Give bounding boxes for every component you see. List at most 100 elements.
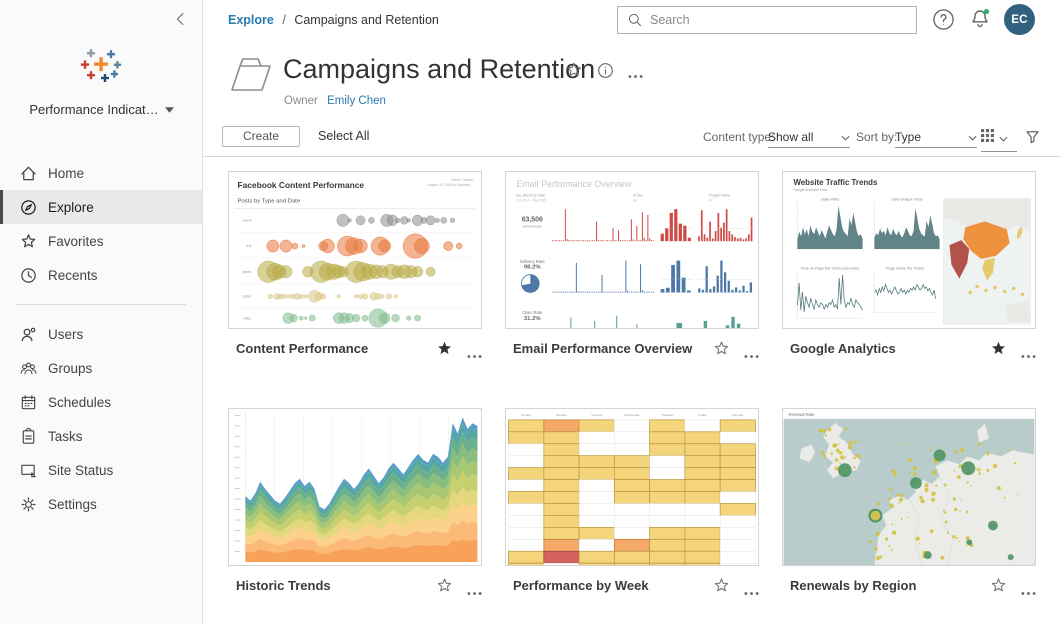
history-icon bbox=[19, 266, 38, 285]
svg-text:status: status bbox=[242, 295, 251, 299]
sort-by-select[interactable]: Type bbox=[895, 130, 977, 148]
create-button[interactable]: Create bbox=[222, 126, 300, 147]
site-switcher[interactable]: Performance Indicat… bbox=[0, 101, 203, 117]
more-actions-icon[interactable] bbox=[1021, 346, 1036, 358]
svg-text:Open Rate: Open Rate bbox=[522, 310, 543, 315]
sidebar-item-users[interactable]: Users bbox=[0, 317, 202, 351]
grid-view-icon bbox=[981, 129, 994, 147]
svg-text:link: link bbox=[246, 244, 251, 248]
more-actions-icon[interactable] bbox=[744, 583, 759, 595]
sidebar-item-settings[interactable]: Settings bbox=[0, 487, 202, 521]
sidebar-item-label: Settings bbox=[48, 496, 97, 512]
content-card-performance-by-week: Sunday Monday Tuesday Wednesday Thursday Frid… bbox=[505, 408, 759, 595]
sidebar-item-schedules[interactable]: Schedules bbox=[0, 385, 202, 419]
site-name: Performance Indicat… bbox=[29, 102, 159, 117]
sidebar-item-site-status[interactable]: Site Status bbox=[0, 453, 202, 487]
card-thumbnail[interactable]: Email Performance Overview Key (Month by … bbox=[505, 171, 759, 329]
more-actions-icon[interactable] bbox=[1021, 583, 1036, 595]
breadcrumb-explore-link[interactable]: Explore bbox=[228, 13, 274, 27]
sort-by-value: Type bbox=[895, 130, 922, 144]
more-actions-icon[interactable] bbox=[467, 346, 482, 358]
gear-icon bbox=[19, 495, 38, 514]
breadcrumb: Explore / Campaigns and Retention bbox=[228, 13, 439, 27]
svg-text:sent emails: sent emails bbox=[523, 224, 542, 228]
svg-text:Key (Month by Date): Key (Month by Date) bbox=[516, 194, 545, 198]
sidebar-item-recents[interactable]: Recents bbox=[0, 258, 202, 292]
clipboard-icon bbox=[19, 427, 38, 446]
main-content: Explore / Campaigns and Retention EC Cam… bbox=[203, 0, 1061, 625]
view-mode-grid-button[interactable] bbox=[981, 129, 1017, 152]
info-icon[interactable] bbox=[597, 62, 614, 79]
sidebar-item-label: Explore bbox=[48, 199, 94, 215]
sidebar-item-tasks[interactable]: Tasks bbox=[0, 419, 202, 453]
favorite-star-icon[interactable] bbox=[565, 61, 583, 79]
sidebar-item-explore[interactable]: Explore bbox=[0, 190, 202, 224]
svg-text:Email Performance Overview: Email Performance Overview bbox=[516, 179, 632, 189]
svg-text:Website Traffic Trends: Website Traffic Trends bbox=[793, 178, 877, 187]
sidebar-item-home[interactable]: Home bbox=[0, 156, 202, 190]
search-input[interactable] bbox=[650, 13, 916, 27]
owner-link[interactable]: Emily Chen bbox=[327, 95, 386, 107]
card-thumbnail[interactable]: Sunday Monday Tuesday Wednesday Thursday Frid… bbox=[505, 408, 759, 566]
sort-by-label: Sort by: bbox=[856, 130, 898, 144]
filter-funnel-icon[interactable] bbox=[1025, 129, 1041, 145]
star-filled-icon[interactable] bbox=[990, 340, 1007, 357]
card-thumbnail[interactable] bbox=[228, 408, 482, 566]
sidebar-divider bbox=[16, 304, 186, 305]
monitor-icon bbox=[19, 461, 38, 480]
card-title[interactable]: Content Performance bbox=[236, 341, 369, 356]
card-footer: Historic Trends bbox=[228, 577, 482, 595]
svg-text:Daily Visits: Daily Visits bbox=[821, 198, 839, 202]
star-icon bbox=[19, 232, 38, 251]
avatar[interactable]: EC bbox=[1004, 4, 1035, 35]
svg-text:video: video bbox=[243, 316, 251, 320]
more-actions-icon[interactable] bbox=[628, 66, 644, 78]
svg-text:Thursday: Thursday bbox=[661, 413, 674, 417]
group-icon bbox=[19, 359, 38, 378]
svg-text:Monday: Monday bbox=[556, 413, 567, 417]
svg-text:Facebook Content Performance: Facebook Content Performance bbox=[238, 180, 365, 190]
notifications-bell-icon[interactable] bbox=[968, 7, 992, 31]
sidebar-item-favorites[interactable]: Favorites bbox=[0, 224, 202, 258]
breadcrumb-separator: / bbox=[282, 13, 286, 27]
star-filled-icon[interactable] bbox=[436, 340, 453, 357]
content-type-select[interactable]: Show all bbox=[768, 130, 850, 148]
star-outline-icon[interactable] bbox=[713, 577, 730, 594]
sidebar: Performance Indicat… Home Explore Favori… bbox=[0, 0, 203, 625]
card-thumbnail[interactable]: Renewal Rate bbox=[782, 408, 1036, 566]
collapse-sidebar-icon[interactable] bbox=[172, 10, 190, 28]
svg-text:Renewal Rate: Renewal Rate bbox=[789, 412, 816, 417]
sidebar-item-groups[interactable]: Groups bbox=[0, 351, 202, 385]
sidebar-nav: Home Explore Favorites Recents Users Gro… bbox=[0, 156, 202, 521]
svg-text:Time on Page Per Visitor (seco: Time on Page Per Visitor (seconds) bbox=[801, 267, 861, 271]
svg-text:Week Created: Week Created bbox=[452, 178, 474, 182]
star-outline-icon[interactable] bbox=[990, 577, 1007, 594]
star-outline-icon[interactable] bbox=[436, 577, 453, 594]
sidebar-item-label: Favorites bbox=[48, 233, 104, 249]
svg-text:Google Analytics Data: Google Analytics Data bbox=[793, 188, 827, 192]
content-type-value: Show all bbox=[768, 130, 814, 144]
star-outline-icon[interactable] bbox=[713, 340, 730, 357]
card-footer: Google Analytics bbox=[782, 340, 1036, 358]
card-title[interactable]: Email Performance Overview bbox=[513, 341, 693, 356]
help-icon[interactable] bbox=[932, 8, 955, 31]
card-title[interactable]: Performance by Week bbox=[513, 578, 649, 593]
card-title[interactable]: Renewals by Region bbox=[790, 578, 917, 593]
card-thumbnail[interactable]: Website Traffic Trends Google Analytics D… bbox=[782, 171, 1036, 329]
svg-text:63,506: 63,506 bbox=[522, 216, 543, 223]
card-footer: Renewals by Region bbox=[782, 577, 1036, 595]
svg-text:Saturday: Saturday bbox=[732, 413, 744, 417]
more-actions-icon[interactable] bbox=[467, 583, 482, 595]
card-title[interactable]: Google Analytics bbox=[790, 341, 896, 356]
sidebar-item-label: Users bbox=[48, 326, 84, 342]
project-folder-icon bbox=[228, 52, 276, 94]
content-type-label: Content type: bbox=[703, 130, 775, 144]
sidebar-item-label: Schedules bbox=[48, 394, 112, 410]
tableau-logo-icon[interactable] bbox=[77, 40, 125, 88]
card-thumbnail[interactable]: Facebook Content Performance Week Created… bbox=[228, 171, 482, 329]
svg-text:At Sea: At Sea bbox=[633, 194, 643, 198]
more-actions-icon[interactable] bbox=[744, 346, 759, 358]
select-all-button[interactable]: Select All bbox=[318, 129, 370, 143]
card-title[interactable]: Historic Trends bbox=[236, 578, 331, 593]
sidebar-item-label: Groups bbox=[48, 360, 93, 376]
